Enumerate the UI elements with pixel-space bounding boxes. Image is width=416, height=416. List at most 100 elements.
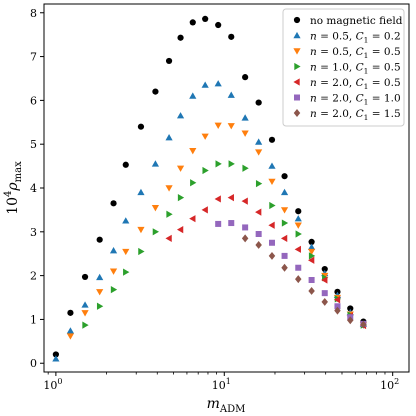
- data-point: [152, 228, 160, 236]
- data-point: [214, 195, 221, 203]
- x-tick-label: 102: [380, 377, 399, 392]
- data-point: [295, 230, 302, 238]
- data-point: [307, 243, 316, 250]
- data-point: [242, 164, 249, 172]
- data-point: [214, 80, 222, 87]
- data-point: [202, 15, 209, 22]
- legend-label: n = 0.5, C1 = 0.5: [310, 46, 401, 60]
- legend-item: n = 2.0, C1 = 1.5: [293, 108, 401, 122]
- data-point: [228, 220, 235, 227]
- data-point: [96, 273, 104, 281]
- data-point: [137, 123, 145, 130]
- legend-marker: [294, 94, 300, 101]
- data-point: [307, 248, 316, 256]
- data-point: [66, 333, 75, 340]
- data-point: [268, 136, 276, 143]
- data-point: [67, 309, 74, 316]
- y-tick-label: 4: [30, 182, 37, 195]
- data-point: [255, 149, 263, 156]
- data-point: [241, 130, 249, 137]
- data-point: [82, 321, 89, 329]
- data-point: [189, 92, 197, 99]
- data-point: [294, 245, 301, 253]
- data-point: [165, 234, 172, 242]
- data-point: [81, 310, 89, 317]
- legend-label: n = 2.0, C1 = 1.0: [310, 93, 401, 107]
- data-point: [255, 180, 263, 188]
- data-point: [137, 188, 145, 196]
- data-point: [189, 148, 197, 155]
- data-point: [151, 160, 160, 167]
- y-tick-label: 3: [30, 226, 37, 239]
- legend-marker: [293, 31, 301, 39]
- series-2: [66, 122, 367, 340]
- data-point: [110, 200, 117, 207]
- data-point: [52, 351, 59, 358]
- data-point: [215, 21, 222, 29]
- data-point: [66, 327, 75, 334]
- y-tick-label: 7: [30, 51, 37, 64]
- data-point: [165, 57, 173, 65]
- legend-marker: [293, 48, 301, 55]
- data-point: [255, 138, 263, 145]
- data-point: [52, 355, 60, 362]
- series-5: [215, 220, 367, 327]
- data-point: [280, 188, 289, 196]
- legend-box: [282, 8, 405, 127]
- data-point: [268, 162, 276, 169]
- data-point: [201, 206, 208, 214]
- data-point: [165, 134, 173, 141]
- data-markers: [52, 15, 367, 362]
- x-tick-label: 100: [43, 377, 62, 392]
- data-point: [151, 205, 160, 212]
- data-point: [294, 215, 302, 222]
- data-point: [360, 320, 367, 329]
- data-point: [176, 226, 184, 234]
- data-point: [81, 301, 89, 308]
- data-point: [227, 91, 235, 98]
- y-tick-label: 5: [30, 138, 37, 151]
- data-point: [321, 276, 328, 284]
- data-point: [268, 251, 276, 260]
- data-point: [165, 185, 173, 192]
- legend-marker: [293, 109, 301, 117]
- legend-label: n = 2.0, C1 = 0.5: [310, 77, 401, 91]
- data-point: [166, 210, 173, 218]
- data-point: [177, 34, 184, 41]
- legend-marker: [293, 78, 300, 86]
- data-point: [190, 179, 197, 187]
- data-point: [280, 207, 289, 214]
- data-point: [308, 286, 315, 295]
- data-point: [109, 268, 118, 275]
- data-point: [281, 219, 289, 227]
- legend-item: n = 2.0, C1 = 1.0: [294, 93, 401, 107]
- data-point: [268, 221, 275, 229]
- data-point: [242, 74, 249, 81]
- data-point: [255, 99, 262, 106]
- legend-item: n = 2.0, C1 = 0.5: [293, 77, 401, 91]
- data-point: [334, 303, 341, 310]
- legend-marker: [293, 16, 301, 24]
- data-point: [123, 268, 130, 276]
- data-point: [122, 217, 130, 224]
- x-axis-label: mADM: [207, 396, 246, 415]
- data-point: [295, 208, 302, 215]
- data-point: [307, 256, 315, 264]
- data-point: [281, 252, 288, 259]
- data-point: [281, 263, 288, 272]
- data-point: [227, 194, 234, 202]
- data-point: [268, 178, 276, 186]
- data-point: [96, 302, 104, 310]
- data-point: [255, 231, 262, 237]
- data-point: [333, 296, 341, 304]
- data-point: [109, 247, 118, 254]
- data-point: [321, 290, 328, 297]
- x-axis-ticks: 100 101 102: [43, 372, 399, 392]
- y-tick-label: 1: [30, 313, 37, 326]
- data-point: [189, 215, 196, 223]
- data-point: [308, 277, 315, 283]
- data-point: [189, 19, 196, 26]
- legend-label: n = 2.0, C1 = 1.5: [310, 108, 401, 122]
- data-point: [334, 306, 341, 315]
- legend-marker: [294, 62, 301, 71]
